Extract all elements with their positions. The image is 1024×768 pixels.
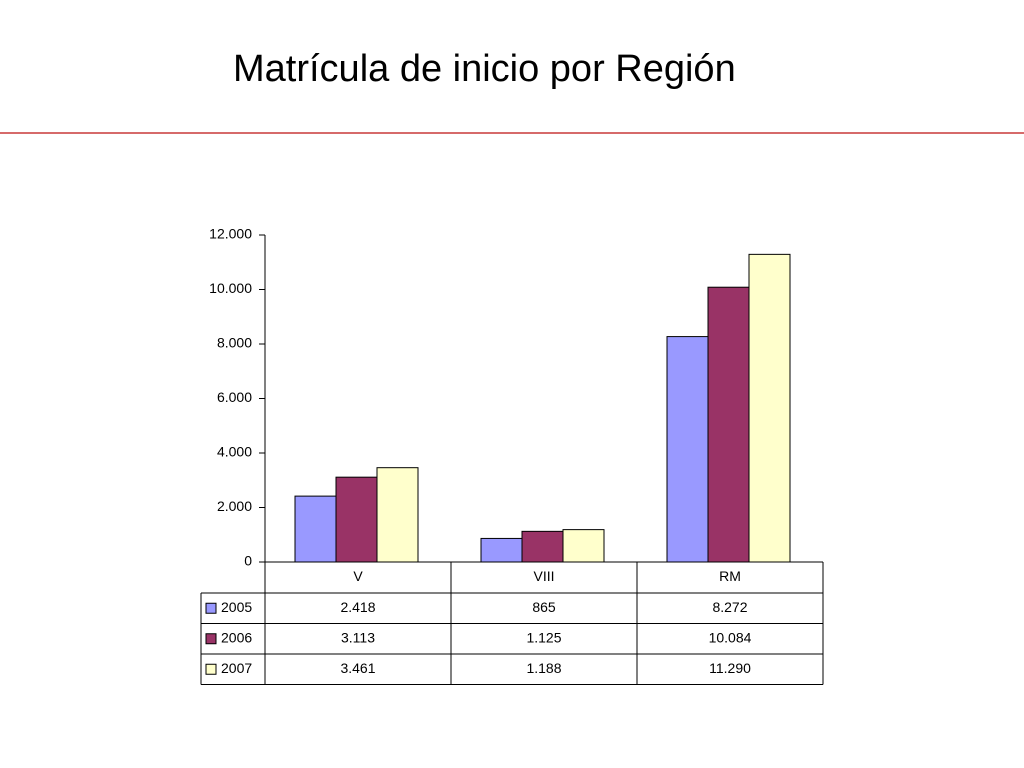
y-tick-label: 0 [244,553,252,569]
title-divider [0,132,1024,134]
table-cell-value: 8.272 [712,599,747,615]
legend-label: 2006 [221,629,252,645]
y-tick-label: 10.000 [209,280,252,296]
table-cell-value: 10.084 [709,629,752,645]
table-cell-value: 865 [532,599,556,615]
slide-title: Matrícula de inicio por Región [233,48,736,90]
bar-2007-VIII [562,529,605,563]
category-label: VIII [533,568,554,584]
bar-2007-RM [748,253,791,563]
bar-2006-RM [707,286,750,563]
bar-2005-V [294,495,337,563]
legend-swatch [205,663,217,675]
legend-swatch [205,602,217,614]
y-tick-label: 4.000 [217,444,252,460]
bar-2006-V [335,476,378,563]
table-cell-value: 2.418 [340,599,375,615]
bar-2007-V [376,467,419,563]
bar-2005-RM [666,336,709,563]
legend-label: 2005 [221,599,252,615]
y-tick-label: 6.000 [217,389,252,405]
table-cell-value: 3.113 [341,629,375,645]
y-tick-label: 2.000 [217,498,252,514]
table-cell-value: 3.461 [340,660,375,676]
legend-swatch [205,633,217,645]
bar-2005-VIII [480,537,523,563]
table-cell-value: 11.290 [709,660,751,676]
table-cell-value: 1.125 [526,629,561,645]
y-tick-label: 12.000 [209,226,252,242]
bar-2006-VIII [521,530,564,563]
category-label: RM [719,568,741,584]
legend-label: 2007 [221,660,252,676]
category-label: V [353,568,363,584]
y-tick-label: 8.000 [217,335,252,351]
table-cell-value: 1.188 [526,660,561,676]
